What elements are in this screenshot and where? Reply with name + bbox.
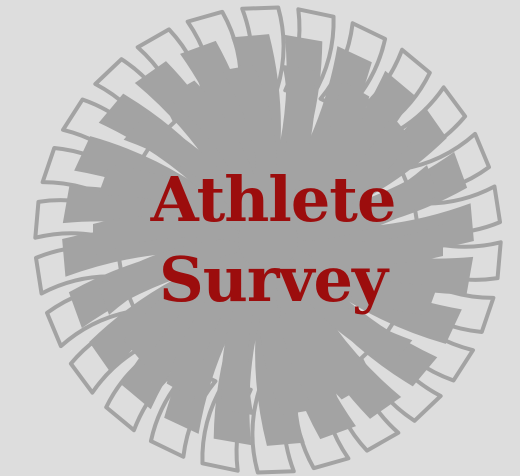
pompom-strand (123, 115, 263, 237)
pompom-strand (268, 247, 370, 400)
pompom-strand (98, 165, 259, 242)
pompom-strand (258, 250, 315, 416)
pompom-strand (221, 64, 278, 230)
pompom-strand (166, 80, 268, 233)
title-block: Athlete Survey (118, 160, 428, 320)
title-line-2: Survey (158, 243, 388, 316)
pompom-center (238, 210, 298, 270)
pompom-strand (166, 247, 268, 400)
pompom-strand (264, 64, 315, 230)
pompom-strand (221, 250, 272, 416)
pompom-strand (273, 243, 413, 365)
pompom-strand (268, 80, 370, 233)
pompom-strand (273, 115, 413, 237)
pompom-strand (280, 224, 443, 265)
pompom-strand (277, 238, 438, 315)
pompom-strand (93, 215, 256, 256)
title-line-1: Athlete (150, 163, 397, 236)
pompom-strand (123, 243, 263, 365)
